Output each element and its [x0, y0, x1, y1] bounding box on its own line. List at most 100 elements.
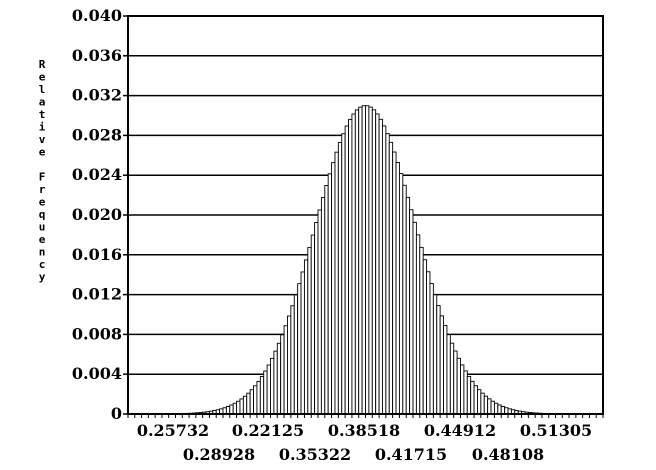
histogram-bar: [310, 234, 316, 415]
histogram-bar: [263, 370, 268, 415]
histogram-bar: [456, 357, 461, 415]
histogram-bar: [446, 334, 451, 415]
histogram-bar: [432, 294, 438, 415]
histogram-bar: [378, 118, 383, 415]
histogram-bar: [327, 173, 333, 415]
x-tick-label: 0.28928: [183, 445, 255, 464]
histogram-bar: [256, 380, 261, 415]
histogram-bar: [365, 105, 370, 415]
histogram-bar: [242, 395, 248, 415]
y-axis-label-char: e: [39, 196, 46, 209]
y-axis-label-char: e: [39, 233, 46, 246]
histogram-bar: [371, 109, 377, 415]
histogram-bar: [280, 334, 285, 415]
y-tick-label: 0.028: [72, 125, 122, 144]
histogram-bar: [439, 315, 444, 415]
histogram-bar: [460, 364, 465, 415]
y-axis-label-char: l: [39, 83, 46, 96]
histogram-bar: [293, 294, 299, 415]
x-axis-ticks: 0.25732 0.22125 0.38518 0.44912 0.51305 0.289…: [127, 414, 604, 464]
y-tick-label: 0.012: [72, 285, 122, 304]
histogram-bar: [412, 221, 417, 415]
histogram-bar: [473, 385, 478, 415]
histogram-bar: [314, 222, 319, 415]
histogram-bar: [477, 389, 482, 415]
histogram-bar: [453, 350, 458, 415]
histogram-bar: [487, 398, 492, 415]
histogram-bar: [497, 404, 502, 415]
y-axis-label-char: v: [39, 133, 46, 146]
histogram-bar: [331, 162, 336, 415]
y-axis-label-char: t: [39, 108, 46, 121]
histogram-bar: [324, 184, 329, 415]
x-tick-label: 0.22125: [232, 421, 304, 440]
y-axis-label-char: e: [39, 71, 46, 84]
histogram-bar: [273, 350, 278, 415]
histogram-bar: [249, 389, 254, 415]
x-tick-label: 0.38518: [328, 421, 400, 440]
histogram-bar: [283, 325, 288, 415]
histogram-bar: [290, 305, 295, 415]
y-axis-label-char: a: [39, 96, 46, 109]
histogram-bar: [259, 376, 265, 415]
y-axis-label-char: y: [39, 271, 46, 284]
histogram-bar: [266, 364, 271, 415]
x-tick-label: 0.25732: [137, 421, 209, 440]
x-tick-label: 0.44912: [424, 421, 496, 440]
y-axis-label-char: e: [39, 146, 46, 159]
x-tick-label: 0.48108: [472, 445, 544, 464]
histogram-bar: [480, 392, 485, 415]
histogram-bar: [337, 142, 343, 415]
histogram-bar: [466, 375, 472, 415]
histogram-bar: [334, 151, 339, 415]
y-axis-label-char: i: [39, 121, 46, 134]
y-tick-label: 0.036: [72, 46, 122, 65]
histogram-bar: [287, 315, 292, 415]
x-tick-label: 0.41715: [375, 445, 447, 464]
histogram-bar: [500, 406, 506, 415]
histogram-bar: [341, 133, 346, 415]
histogram-bar: [246, 392, 251, 415]
histogram-bar: [449, 342, 455, 415]
histogram-bar: [388, 141, 394, 415]
histogram-bar: [490, 400, 495, 415]
histogram-bar: [429, 283, 434, 415]
histogram-bar: [395, 162, 400, 415]
y-axis-label-char: r: [39, 183, 46, 196]
histogram-bar: [361, 105, 366, 415]
y-tick-label: 0.032: [72, 86, 122, 105]
histogram-bar: [317, 209, 322, 415]
histogram-bar: [422, 259, 428, 415]
histogram-bar: [270, 357, 275, 415]
histogram-bar: [344, 125, 349, 415]
histogram-bar: [232, 402, 238, 415]
y-tick-label: 0.024: [72, 165, 122, 184]
histogram-bar: [443, 325, 448, 415]
histogram-bar: [382, 125, 387, 415]
histogram-bar: [225, 406, 231, 415]
histogram-bar: [415, 234, 421, 415]
histogram-bar: [385, 133, 390, 415]
histogram-bar: [463, 370, 468, 415]
y-tick-label: 0.016: [72, 245, 122, 264]
histogram-bar: [398, 173, 404, 415]
histogram-bars: [127, 105, 604, 415]
histogram-bar: [358, 106, 363, 415]
histogram-bar: [402, 184, 407, 415]
y-axis-ticks: 0 0.004 0.008 0.012 0.016 0.020 0.024 0.028 0.03…: [72, 6, 128, 423]
histogram-bar: [419, 246, 424, 415]
y-axis-label-char: c: [39, 258, 46, 271]
y-axis-label-char: n: [39, 246, 46, 259]
y-axis-label-char: u: [39, 221, 46, 234]
y-tick-label: 0.004: [72, 364, 122, 383]
y-axis-label-char: q: [39, 208, 46, 221]
histogram-bar: [351, 113, 356, 415]
y-axis-label-char: F: [39, 171, 46, 184]
y-axis-label-char: R: [39, 58, 46, 71]
histogram-bar: [239, 398, 244, 415]
histogram-bar: [375, 113, 380, 415]
histogram-bar: [276, 342, 282, 415]
histogram-bar: [493, 402, 499, 415]
histogram-bar: [297, 283, 302, 415]
